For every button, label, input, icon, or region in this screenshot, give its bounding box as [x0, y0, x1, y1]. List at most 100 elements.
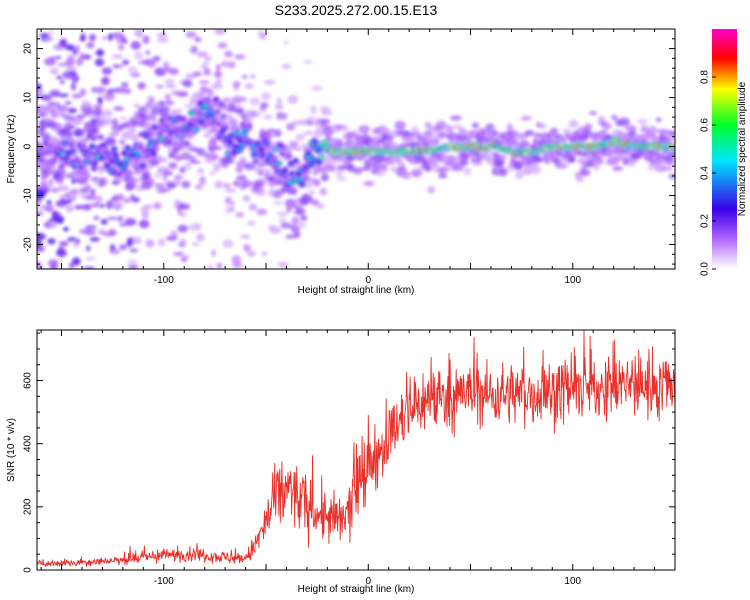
spectrum-noise-blob: [281, 63, 292, 70]
spectrum-halo-blob: [235, 108, 245, 115]
spectrum-noise-blob: [203, 59, 210, 66]
spectrum-noise-blob: [209, 171, 216, 176]
spectrum-halo-blob: [178, 203, 191, 210]
spectrum-noise-blob: [198, 80, 210, 84]
spectrum-halo-blob: [150, 106, 163, 115]
spectrum-halo-blob: [303, 130, 314, 136]
spectrum-ridge-core: [88, 151, 94, 155]
spectrum-halo-blob: [190, 45, 199, 54]
spectrum-ridge-core: [234, 131, 240, 135]
spectrum-halo-blob: [120, 116, 128, 121]
spectrum-halo-blob: [440, 166, 452, 172]
spectrum-ridge-core: [122, 163, 128, 167]
spectrum-halo-blob: [538, 123, 547, 130]
spectrum-halo-blob: [248, 203, 258, 211]
spectrum-noise-blob: [213, 70, 223, 78]
spectrum-halo-blob: [51, 211, 62, 218]
spectrum-halo-blob: [292, 225, 299, 230]
spectrum-halo-blob: [44, 166, 56, 171]
spectrum-halo-blob: [98, 119, 107, 127]
spectrum-halo-blob: [82, 203, 90, 209]
spectrum-halo-blob: [315, 202, 325, 210]
spectrum-noise-blob: [79, 37, 86, 41]
spectrum-ridge-core: [315, 149, 321, 153]
spec-y-tick-label: 20: [23, 43, 34, 55]
spectrum-noise-blob: [71, 93, 83, 99]
snr-axes: -100 0 100 0 200 400 600: [23, 330, 676, 587]
spectrum-noise-blob: [269, 226, 282, 234]
spectrum-ridge-core: [289, 171, 295, 176]
spectrum-ridge-core: [113, 153, 118, 157]
spectrum-ridge-core: [59, 164, 64, 168]
spectrum-halo-blob: [611, 114, 618, 121]
spectrum-noise-blob: [99, 203, 105, 208]
spectrum-noise-blob: [131, 197, 140, 203]
spectrum-noise-blob: [37, 261, 42, 269]
spectrum-halo-blob: [411, 131, 422, 138]
spectrum-halo-blob: [387, 160, 394, 166]
spectrum-halo-blob: [140, 109, 150, 115]
spectrum-ridge-core: [283, 175, 289, 179]
spectrum-ridge-core: [228, 134, 234, 138]
spectrum-noise-blob: [305, 116, 317, 121]
spectrum-halo-blob: [127, 177, 140, 184]
spectrum-halo-blob: [402, 171, 411, 180]
spectrum-noise-blob: [49, 263, 58, 269]
spectrum-noise-blob: [112, 64, 120, 69]
spectrum-ridge-core: [51, 158, 57, 162]
spectrum-noise-blob: [140, 220, 147, 227]
spectrum-noise-blob: [72, 257, 81, 266]
spectrum-halo-blob: [562, 128, 572, 134]
spectrum-noise-blob: [172, 251, 185, 257]
spectrum-noise-blob: [52, 215, 65, 225]
spectrum-halo-blob: [84, 184, 91, 190]
spectrum-noise-blob: [74, 204, 85, 210]
spectrum-noise-blob: [75, 238, 81, 245]
spectrum-halo-blob: [154, 171, 162, 178]
spectrum-noise-blob: [230, 201, 235, 206]
spectrum-noise-blob: [46, 199, 52, 205]
spectrum-halo-blob: [43, 204, 54, 210]
spectrum-halo-blob: [498, 167, 508, 177]
spectrum-halo-blob: [491, 130, 499, 137]
spectrum-halo-blob: [558, 164, 570, 169]
spectrum-noise-blob: [141, 211, 149, 220]
spectrum-halo-blob: [379, 163, 388, 172]
spectrum-halo-blob: [179, 166, 186, 174]
spectrum-noise-blob: [124, 217, 137, 227]
spectrum-halo-blob: [647, 164, 657, 171]
spectrum-ridge-core: [612, 137, 617, 141]
spectrum-halo-blob: [166, 84, 177, 89]
spectrum-ridge-core: [286, 154, 291, 158]
spectrum-ridge-core: [147, 144, 153, 148]
spectrum-halo-blob: [196, 51, 208, 58]
spectrum-halo-blob: [164, 100, 175, 106]
spectrum-noise-blob: [133, 51, 144, 60]
spectrogram-xlabel: Height of straight line (km): [298, 285, 415, 296]
spectrum-halo-blob: [101, 109, 113, 117]
spectrum-ridge-core: [41, 170, 47, 174]
spec-x-tick-label: 0: [365, 275, 371, 286]
spectrum-noise-blob: [222, 239, 234, 249]
spectrum-halo-blob: [646, 125, 658, 134]
spectrum-halo-blob: [280, 221, 292, 229]
spectrum-halo-blob: [48, 119, 55, 124]
spectrum-noise-blob: [244, 83, 254, 89]
spec-y-tick-label: -10: [23, 188, 34, 203]
spectrum-ridge-core: [78, 165, 84, 169]
colorbar-ramp: [712, 29, 737, 269]
spectrum-noise-blob: [153, 202, 162, 210]
spectrum-noise-blob: [59, 38, 68, 48]
spectrum-halo-blob: [295, 133, 306, 141]
spectrum-halo-blob: [207, 88, 214, 97]
spectrum-halo-blob: [274, 103, 284, 110]
spectrum-halo-blob: [182, 79, 193, 88]
colorbar-tick-label: 0.0: [700, 262, 711, 276]
spectrum-noise-blob: [113, 106, 125, 111]
colorbar-label: Normalized spectral amplitude: [737, 81, 748, 216]
spectrum-halo-blob: [232, 180, 241, 187]
spectrum-halo-blob: [308, 190, 316, 196]
spectrum-halo-blob: [670, 130, 675, 137]
spectrum-noise-blob: [142, 35, 150, 44]
spectrum-halo-blob: [612, 166, 624, 171]
